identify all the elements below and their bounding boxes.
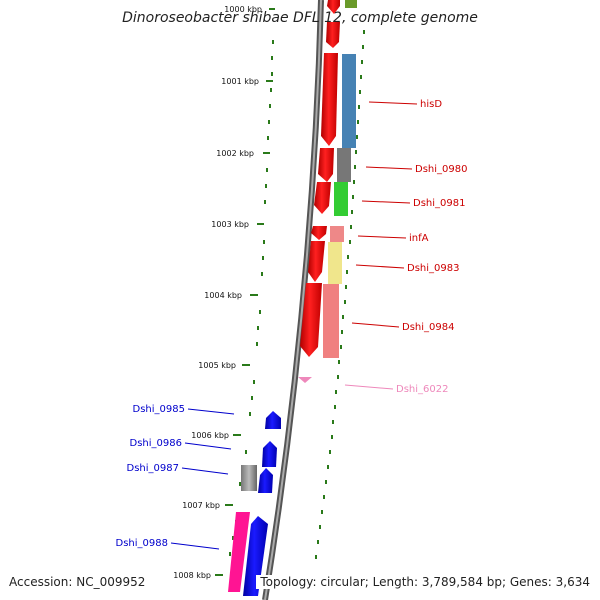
ruler-label: 1005 kbp (198, 361, 236, 370)
ruler-ticks (215, 8, 275, 576)
gene-label-hisd[interactable]: hisD (420, 99, 442, 110)
gene-label-dshi-0983[interactable]: Dshi_0983 (407, 263, 459, 274)
gene-arrow[interactable] (326, 22, 340, 48)
gene-label-dshi-0981[interactable]: Dshi_0981 (413, 198, 465, 209)
gene-arrow[interactable] (300, 283, 322, 357)
ruler-label: 1002 kbp (216, 149, 254, 158)
gene-arrow[interactable] (314, 182, 331, 214)
map-title-overlay: Dinoroseobacter shibae DFL 12, complete … (122, 10, 478, 26)
cog-bars (323, 0, 357, 358)
reverse-strand (228, 411, 281, 596)
ruler-label: 1004 kbp (204, 291, 242, 300)
outer-tick-ring (315, 30, 365, 559)
left-gene-labels: Dshi_0985 Dshi_0986 Dshi_0987 Dshi_0988 (116, 404, 185, 549)
gene-label-dshi-6022[interactable]: Dshi_6022 (396, 384, 448, 395)
genome-summary-text: Topology: circular; Length: 3,789,584 bp… (256, 575, 590, 589)
gene-arrow[interactable] (327, 0, 340, 14)
gene-label-dshi-0986[interactable]: Dshi_0986 (130, 438, 182, 449)
gene-arrow[interactable] (308, 241, 325, 282)
gene-label-dshi-0980[interactable]: Dshi_0980 (415, 164, 467, 175)
ruler-label: 1007 kbp (182, 501, 220, 510)
gene-arrow[interactable] (321, 53, 338, 146)
gene-label-dshi-0987[interactable]: Dshi_0987 (127, 463, 179, 474)
ruler-label: 1008 kbp (173, 571, 211, 580)
ruler-label: 1001 kbp (221, 77, 259, 86)
gene-arrow[interactable] (243, 516, 268, 596)
gene-marker-dshi-6022[interactable] (298, 377, 312, 383)
gene-arrow[interactable] (262, 441, 277, 467)
gene-label-dshi-0984[interactable]: Dshi_0984 (402, 322, 454, 333)
forward-strand (300, 0, 340, 357)
gene-label-dshi-0988[interactable]: Dshi_0988 (116, 538, 168, 549)
gene-arrow[interactable] (311, 226, 327, 240)
accession-text: Accession: NC_009952 (9, 575, 150, 589)
gene-arrow[interactable] (265, 411, 281, 429)
gene-arrow[interactable] (318, 148, 334, 182)
right-leader-lines (351, 101, 418, 328)
gene-block[interactable] (241, 465, 257, 491)
gene-block[interactable] (228, 512, 250, 592)
left-leader-lines (170, 408, 235, 550)
ruler-label: 1006 kbp (191, 431, 229, 440)
ruler-label: 1003 kbp (211, 220, 249, 229)
right-gene-labels: hisD Dshi_0980 Dshi_0981 infA Dshi_0983 … (396, 99, 467, 395)
ruler-labels: 1000 kbp 1001 kbp 1002 kbp 1003 kbp 1004… (173, 5, 262, 580)
gene-label-infa[interactable]: infA (409, 233, 429, 244)
gene-arrow[interactable] (258, 468, 273, 493)
gene-label-dshi-0985[interactable]: Dshi_0985 (133, 404, 185, 415)
ruler-label: 1000 kbp (224, 5, 262, 14)
